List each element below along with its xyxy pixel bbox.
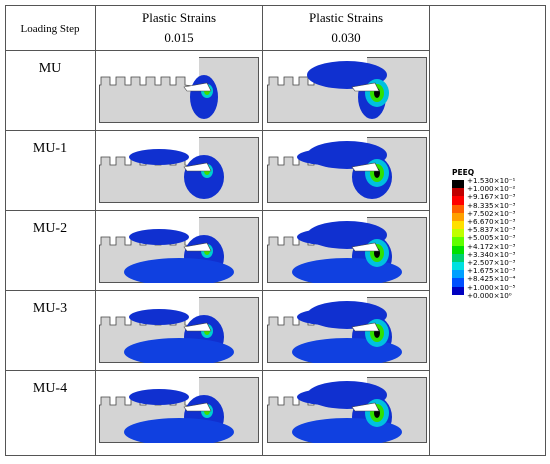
strain-region <box>129 229 189 245</box>
legend-label: +3.340×10⁻³ <box>467 249 516 259</box>
legend-band <box>452 229 464 238</box>
legend-band <box>452 204 464 213</box>
legend-label: +9.167×10⁻³ <box>467 192 516 202</box>
tooth-flap <box>351 402 380 412</box>
teeth <box>99 57 199 87</box>
tooth-flap <box>351 322 380 332</box>
header-text: Plastic Strains <box>141 10 217 25</box>
header-cell: Plastic Strains 0.015 <box>96 5 263 51</box>
legend-label: +1.675×10⁻³ <box>467 266 516 276</box>
teeth-outline <box>99 76 200 88</box>
tooth-flap <box>183 322 212 332</box>
legend-band <box>452 245 464 254</box>
legend-band <box>452 221 464 230</box>
header-text: 0.030 <box>331 30 361 45</box>
row-label-cell: MU-2 <box>5 211 96 291</box>
header-text: Loading Step <box>20 23 80 35</box>
tooth-flap <box>183 162 212 172</box>
legend-label: +1.530×10⁻¹ <box>467 176 516 185</box>
strain-region <box>307 301 387 329</box>
legend-band <box>452 180 464 189</box>
strain-region <box>307 61 387 89</box>
strain-region <box>124 418 234 443</box>
teeth-outline <box>99 156 200 168</box>
contour-plot <box>267 297 427 363</box>
legend-band <box>452 212 464 221</box>
legend-title: PEEQ <box>452 168 475 177</box>
contour-plot <box>99 377 259 443</box>
teeth-outline <box>99 316 200 328</box>
strain-region <box>124 338 234 363</box>
contour-plot <box>267 377 427 443</box>
legend-label: +4.172×10⁻³ <box>467 241 516 251</box>
contour-plot <box>99 217 259 283</box>
image-cell <box>263 51 430 131</box>
contour-plot <box>267 57 427 123</box>
legend-band <box>452 188 464 197</box>
image-cell <box>96 291 263 371</box>
legend-band <box>452 237 464 246</box>
row-label-cell: MU-1 <box>5 131 96 211</box>
legend-label: +5.005×10⁻³ <box>467 233 516 243</box>
tooth-flap <box>183 242 212 252</box>
contour-plot <box>99 137 259 203</box>
row-label-cell: MU <box>5 51 96 131</box>
image-cell <box>263 211 430 291</box>
tooth-flap <box>183 402 212 412</box>
legend-label: +6.670×10⁻³ <box>467 217 516 226</box>
legend-band <box>452 286 464 295</box>
image-cell <box>263 291 430 371</box>
legend-label: +8.335×10⁻³ <box>467 200 516 210</box>
legend-band <box>452 278 464 287</box>
strain-region <box>124 258 234 283</box>
strain-region <box>129 389 189 405</box>
tooth-flap <box>351 162 380 172</box>
contour-plot <box>267 217 427 283</box>
legend-label: +7.502×10⁻³ <box>467 208 516 218</box>
legend-band <box>452 196 464 205</box>
legend-label: +1.000×10⁻² <box>467 184 516 194</box>
row-label-cell: MU-3 <box>5 291 96 371</box>
legend-label: +8.425×10⁻⁴ <box>467 274 516 284</box>
legend-label: +2.507×10⁻³ <box>467 258 516 267</box>
image-cell <box>96 131 263 211</box>
tooth-flap <box>351 242 380 252</box>
strain-region <box>307 381 387 409</box>
legend-label: +1.000×10⁻⁵ <box>467 282 516 292</box>
strain-region <box>307 221 387 249</box>
image-cell <box>263 131 430 211</box>
header-cell: Plastic Strains 0.030 <box>263 5 430 51</box>
contour-plot <box>99 57 259 123</box>
legend-band <box>452 253 464 262</box>
image-cell <box>263 371 430 456</box>
strain-region <box>129 309 189 325</box>
tooth-flap <box>351 82 380 92</box>
image-cell <box>96 51 263 131</box>
teeth-outline <box>99 396 200 408</box>
legend-label: +5.837×10⁻³ <box>467 225 516 235</box>
legend-label: +0.000×10⁰ <box>467 290 512 300</box>
teeth-outline <box>99 236 200 248</box>
legend-band <box>452 270 464 279</box>
legend-band <box>452 262 464 271</box>
strain-region <box>307 141 387 169</box>
header-text: Plastic Strains <box>308 10 384 25</box>
row-label-cell: MU-4 <box>5 371 96 456</box>
strain-region <box>129 149 189 165</box>
contour-plot <box>267 137 427 203</box>
image-cell <box>96 371 263 456</box>
tooth-flap <box>183 82 212 92</box>
legend: PEEQ +1.530×10⁻¹ +1.000×10⁻² +9.167×10⁻³ +8… <box>446 168 542 308</box>
image-cell <box>96 211 263 291</box>
contour-plot <box>99 297 259 363</box>
header-cell: Loading Step <box>5 5 96 51</box>
header-text: 0.015 <box>164 30 194 45</box>
